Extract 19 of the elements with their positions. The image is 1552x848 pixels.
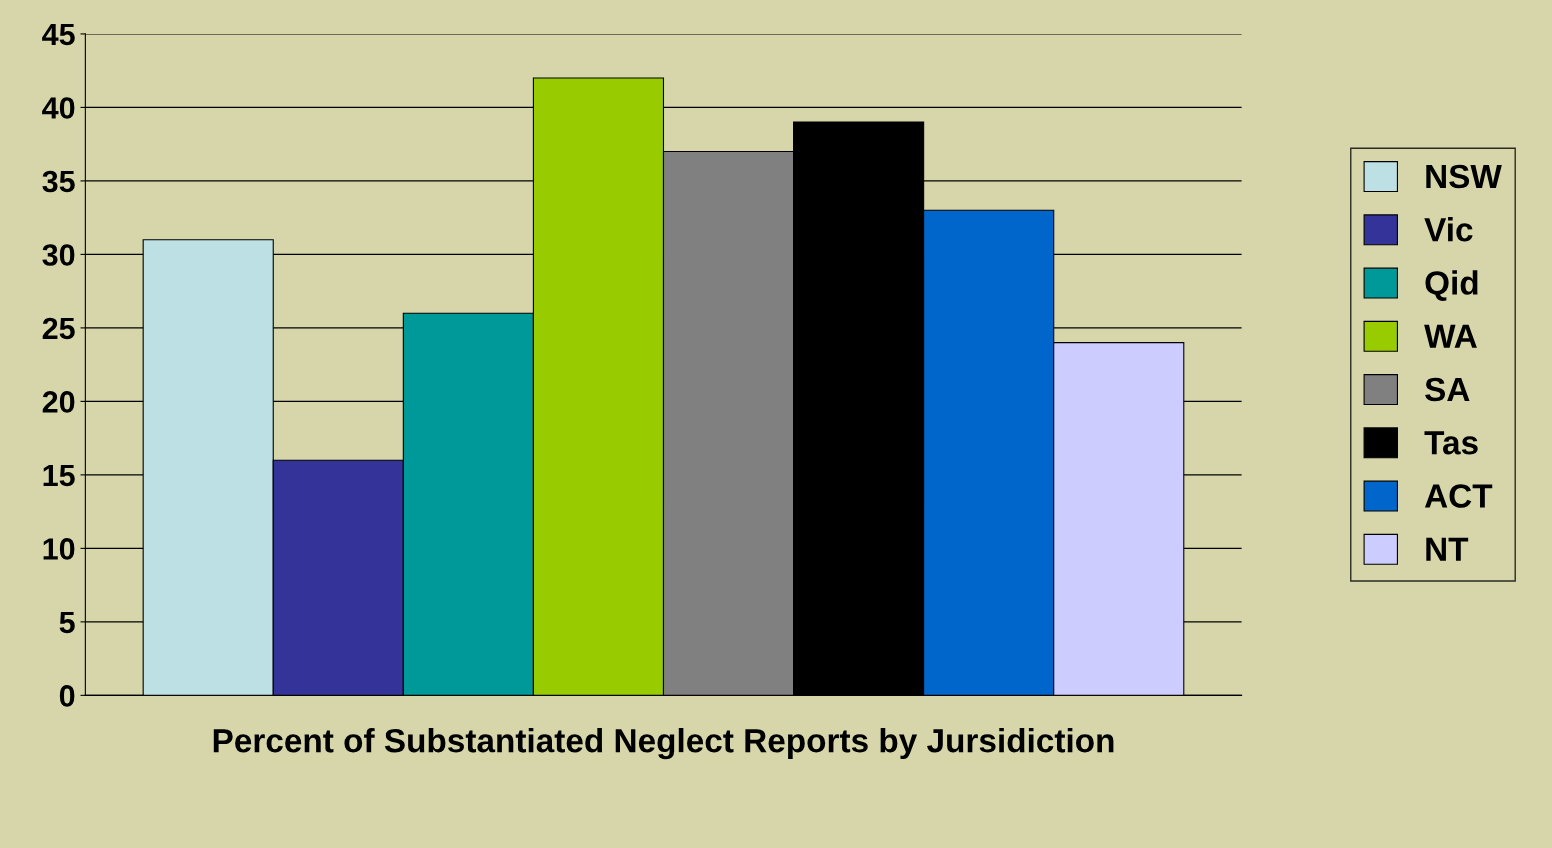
legend-label: NSW: [1426, 164, 1502, 189]
y-tick-label: 25: [42, 317, 75, 340]
x-axis-title: Percent of Substantiated Neglect Reports by Jursidiction: [213, 728, 1114, 760]
y-tick-label: 5: [59, 611, 75, 634]
legend-label: NT: [1426, 537, 1469, 561]
legend-label: Vic: [1424, 217, 1473, 242]
y-tick-label: 0: [59, 685, 75, 707]
legend-label: SA: [1425, 377, 1470, 402]
legend-label: Qid: [1425, 270, 1478, 302]
legend-label: Tas: [1424, 431, 1478, 455]
y-tick-label: 45: [42, 23, 75, 46]
y-tick-label: 35: [42, 170, 75, 193]
y-tick-label: 30: [42, 244, 75, 266]
legend-label: WA: [1424, 324, 1477, 348]
y-tick-label: 15: [43, 464, 75, 487]
y-tick-label: 20: [42, 391, 75, 413]
y-tick-label: 40: [42, 97, 75, 119]
legend-label: ACT: [1424, 484, 1493, 508]
y-tick-label: 10: [43, 538, 75, 560]
